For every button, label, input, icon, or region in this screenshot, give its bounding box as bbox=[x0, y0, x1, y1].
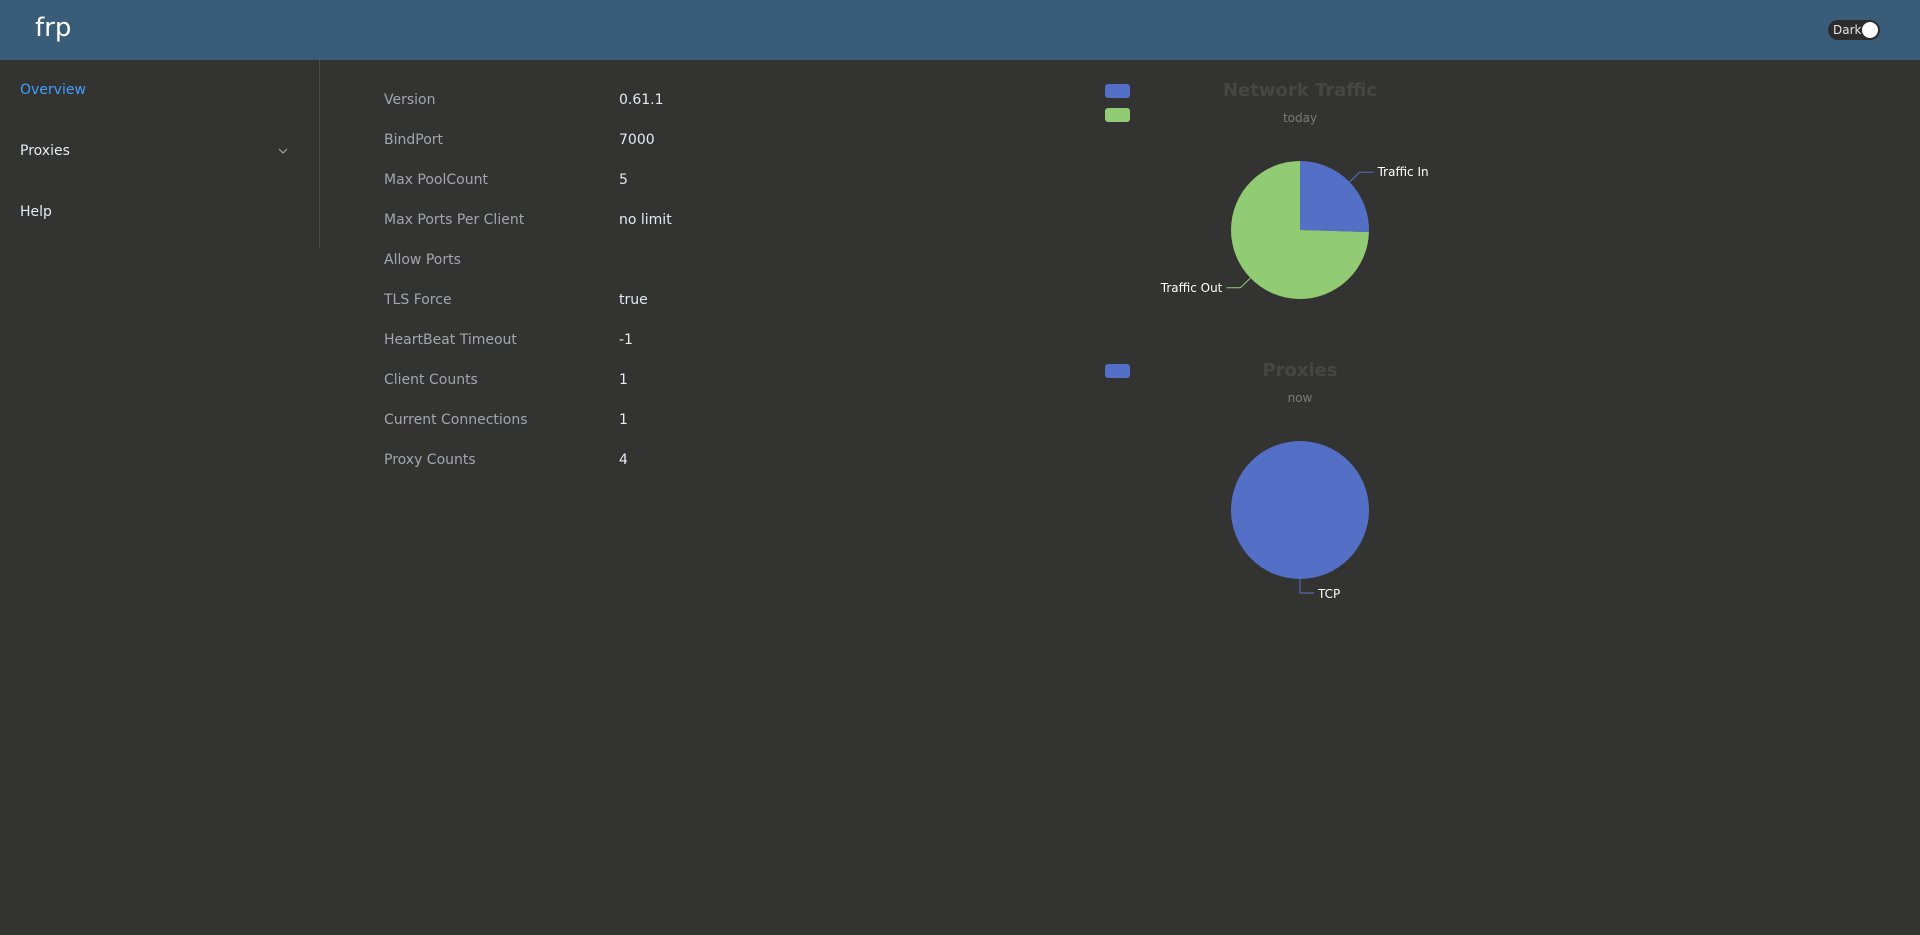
info-row-bindport: BindPort 7000 bbox=[384, 120, 884, 160]
network-traffic-chart: Network Traffic today Traffic In Traffic Ou… bbox=[1080, 70, 1520, 330]
app-brand[interactable]: frp bbox=[35, 13, 72, 43]
info-key: Max PoolCount bbox=[384, 172, 488, 188]
pie-slice[interactable] bbox=[1231, 441, 1369, 579]
slice-label: Traffic Out bbox=[1160, 281, 1223, 295]
info-row-current-connections: Current Connections 1 bbox=[384, 400, 884, 440]
info-row-version: Version 0.61.1 bbox=[384, 80, 884, 120]
info-value: -1 bbox=[619, 332, 633, 348]
legend-swatch[interactable] bbox=[1105, 364, 1130, 378]
sidebar-item-overview[interactable]: Overview bbox=[0, 60, 319, 120]
info-value: 4 bbox=[619, 452, 628, 468]
network-traffic-pie: Network Traffic today Traffic In Traffic Ou… bbox=[1105, 80, 1429, 299]
sidebar-item-label: Overview bbox=[20, 82, 86, 98]
chevron-down-icon bbox=[278, 148, 288, 154]
info-value: 0.61.1 bbox=[619, 92, 664, 108]
info-row-heartbeat-timeout: HeartBeat Timeout -1 bbox=[384, 320, 884, 360]
legend-swatch[interactable] bbox=[1105, 108, 1130, 122]
label-leader-line bbox=[1299, 579, 1314, 594]
info-value: true bbox=[619, 292, 648, 308]
proxies-pie: Proxies now TCP bbox=[1105, 360, 1369, 601]
label-leader-line bbox=[1349, 171, 1374, 183]
info-key: TLS Force bbox=[384, 292, 452, 308]
pie-slice[interactable] bbox=[1231, 161, 1369, 299]
info-value: 1 bbox=[619, 412, 628, 428]
info-value: 1 bbox=[619, 372, 628, 388]
dark-mode-toggle[interactable]: Dark bbox=[1828, 20, 1880, 40]
info-row-max-poolcount: Max PoolCount 5 bbox=[384, 160, 884, 200]
info-row-max-ports-per-client: Max Ports Per Client no limit bbox=[384, 200, 884, 240]
chart-subtitle: today bbox=[1283, 111, 1317, 125]
sidebar-menu: Overview Proxies Help bbox=[0, 60, 320, 248]
sidebar-item-help[interactable]: Help bbox=[0, 182, 319, 242]
info-value: no limit bbox=[619, 212, 672, 228]
info-key: Client Counts bbox=[384, 372, 478, 388]
info-value: 7000 bbox=[619, 132, 655, 148]
sidebar-item-label: Proxies bbox=[20, 143, 70, 159]
info-row-tls-force: TLS Force true bbox=[384, 280, 884, 320]
top-header: frp Dark bbox=[0, 0, 1920, 60]
info-row-allow-ports: Allow Ports bbox=[384, 240, 884, 280]
sidebar-item-label: Help bbox=[20, 204, 52, 220]
label-leader-line bbox=[1226, 277, 1251, 289]
slice-label: TCP bbox=[1317, 587, 1340, 601]
info-key: BindPort bbox=[384, 132, 444, 148]
toggle-knob bbox=[1862, 22, 1878, 38]
slice-label: Traffic In bbox=[1377, 165, 1429, 179]
chart-subtitle: now bbox=[1288, 391, 1313, 405]
info-key: Version bbox=[384, 92, 436, 108]
chart-title: Network Traffic bbox=[1223, 80, 1377, 101]
chart-title: Proxies bbox=[1262, 360, 1337, 381]
info-key: Max Ports Per Client bbox=[384, 212, 525, 228]
info-value: 5 bbox=[619, 172, 628, 188]
info-row-proxy-counts: Proxy Counts 4 bbox=[384, 440, 884, 480]
legend-swatch[interactable] bbox=[1105, 84, 1130, 98]
info-key: Proxy Counts bbox=[384, 452, 476, 468]
info-key: Allow Ports bbox=[384, 252, 461, 268]
info-key: HeartBeat Timeout bbox=[384, 332, 517, 348]
info-key: Current Connections bbox=[384, 412, 528, 428]
dark-mode-label: Dark bbox=[1833, 23, 1862, 37]
proxies-chart: Proxies now TCP bbox=[1080, 350, 1520, 610]
pie-slice[interactable] bbox=[1300, 161, 1369, 233]
info-row-client-counts: Client Counts 1 bbox=[384, 360, 884, 400]
sidebar-item-proxies[interactable]: Proxies bbox=[0, 121, 319, 181]
